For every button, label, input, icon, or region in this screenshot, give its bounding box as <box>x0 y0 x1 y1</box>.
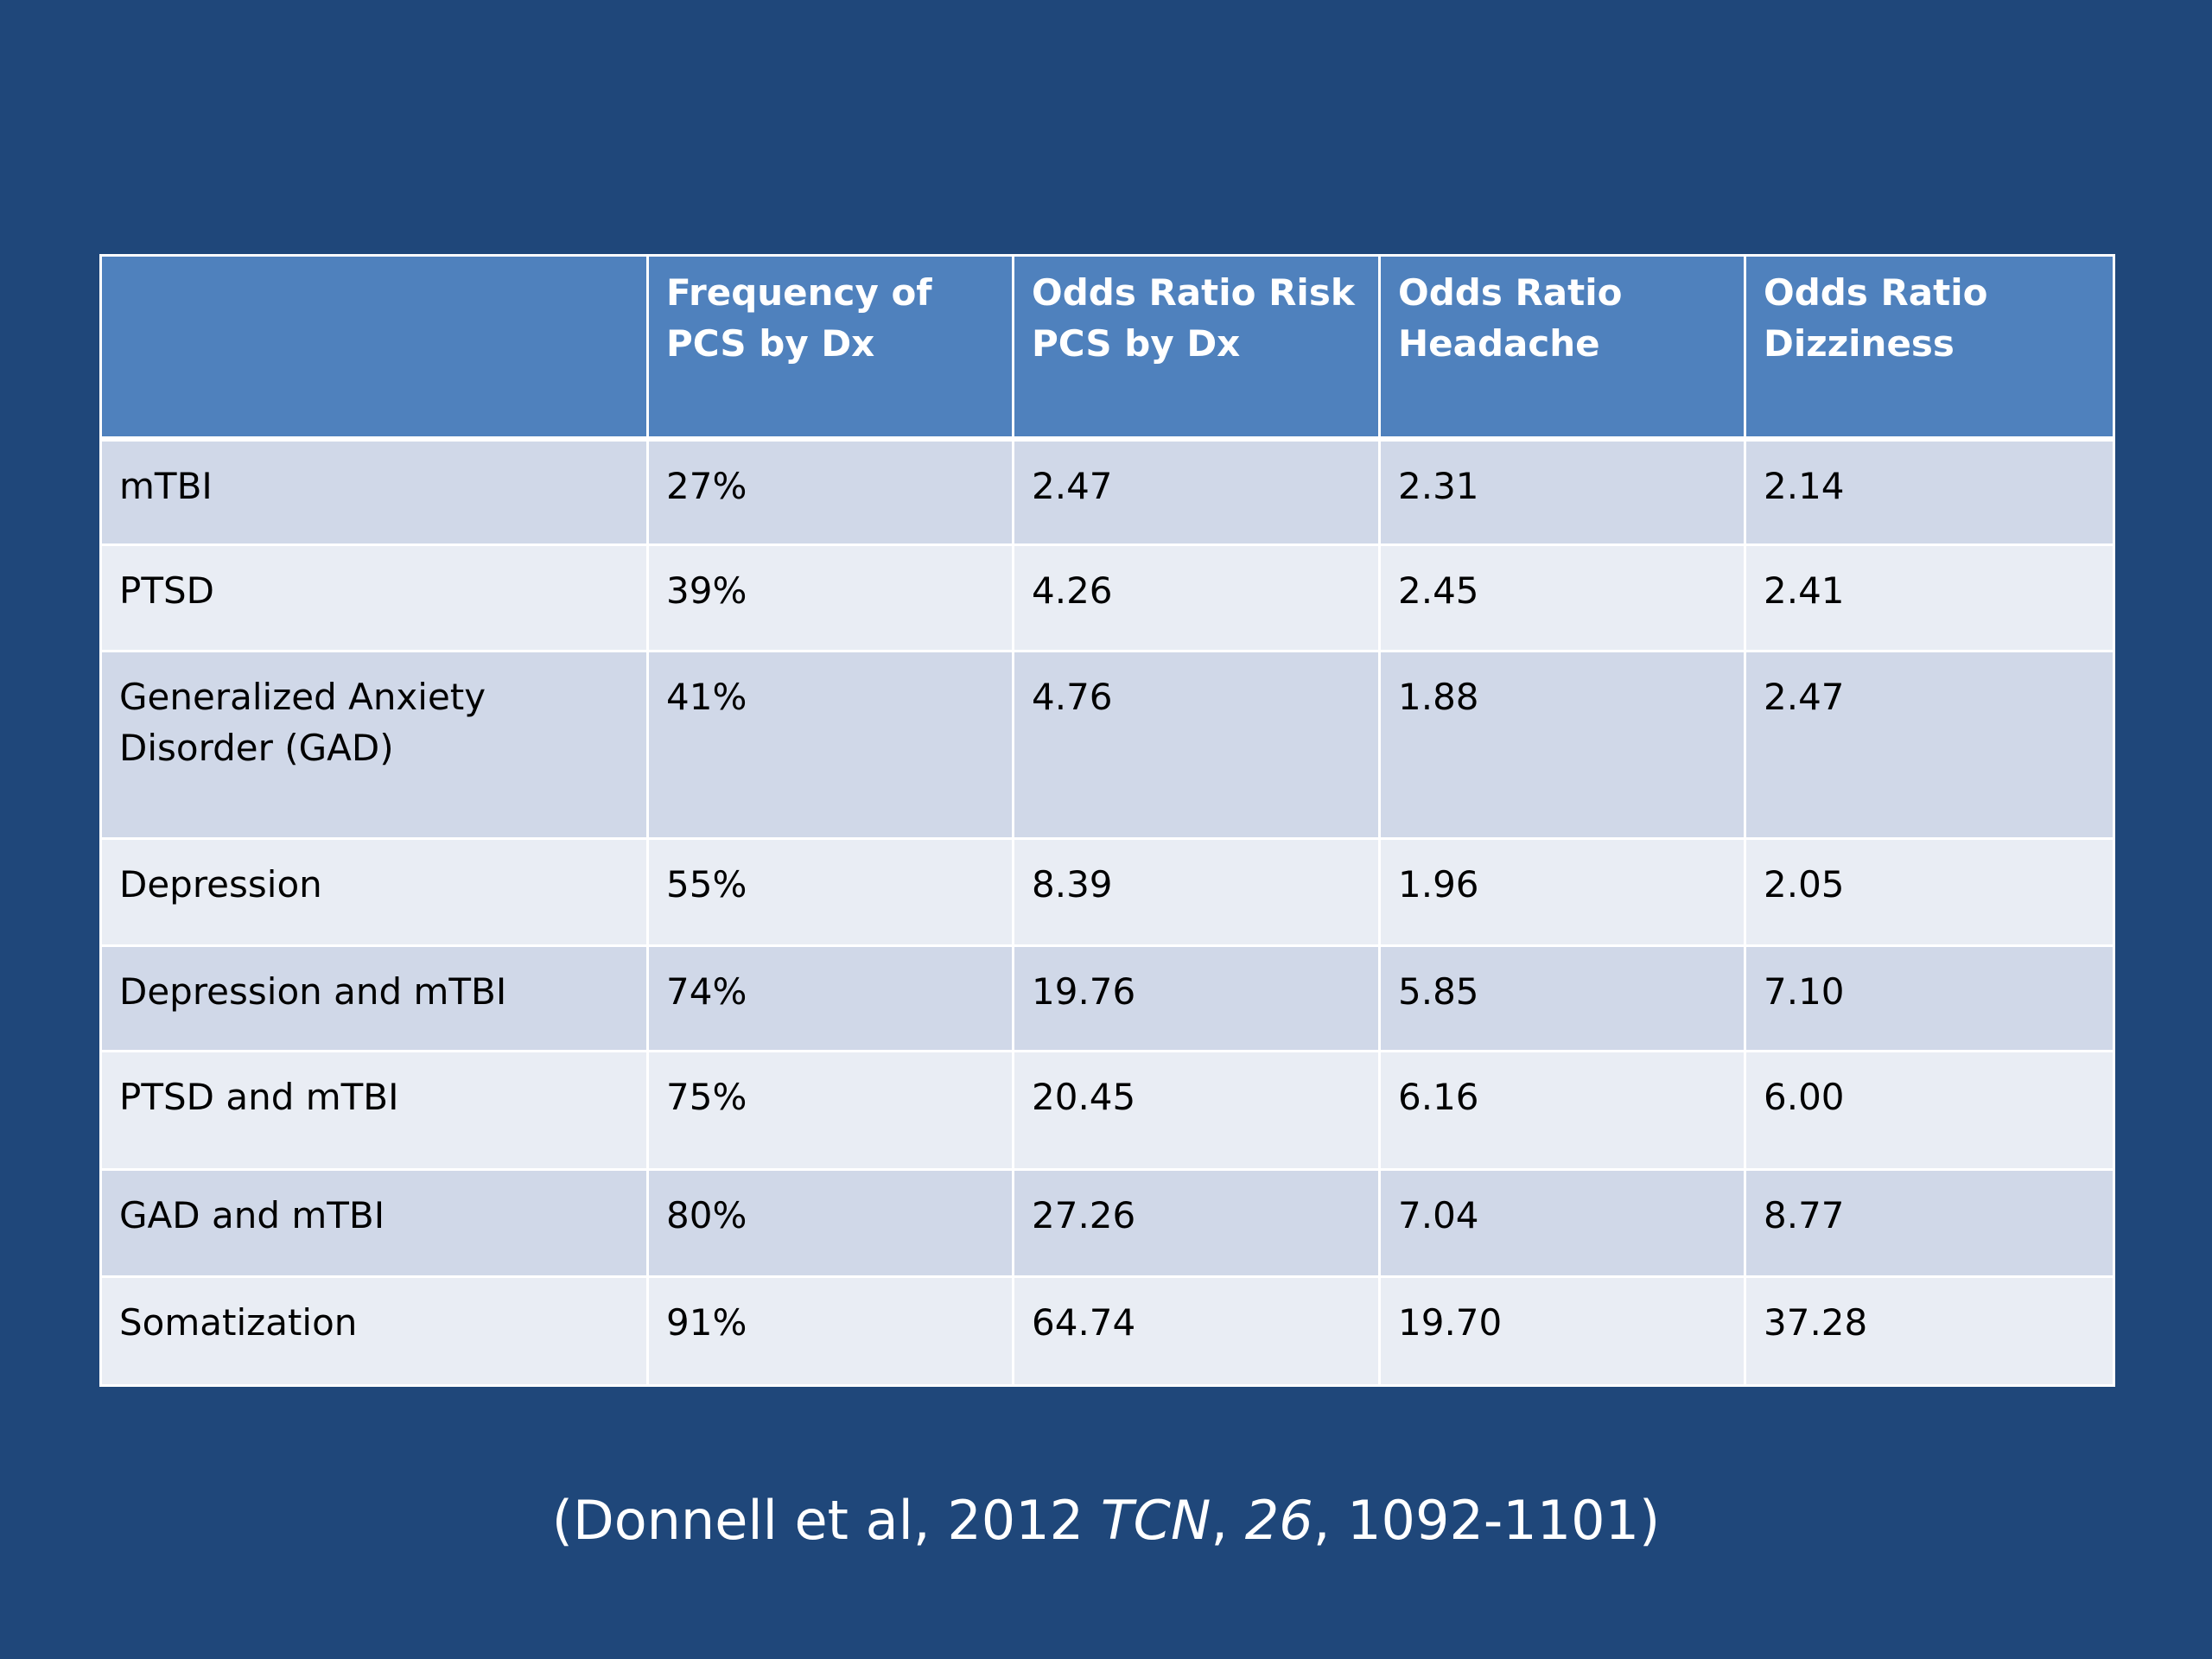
odds-ratio-pcs-cell: 27.26 <box>1012 1168 1381 1278</box>
diagnosis-cell: PTSD <box>99 543 649 652</box>
odds-ratio-pcs-cell: 2.47 <box>1012 437 1381 546</box>
table-row: GAD and mTBI 80% 27.26 7.04 8.77 <box>99 1168 2115 1278</box>
odds-ratio-dizziness-cell: 7.10 <box>1744 944 2115 1052</box>
citation-separator: , <box>1211 1489 1245 1552</box>
diagnosis-cell: mTBI <box>99 437 649 546</box>
frequency-cell: 75% <box>646 1050 1014 1171</box>
diagnosis-cell: Depression <box>99 837 649 947</box>
odds-ratio-dizziness-cell: 2.05 <box>1744 837 2115 947</box>
frequency-cell: 39% <box>646 543 1014 652</box>
data-table-container: Frequency of PCS by Dx Odds Ratio Risk P… <box>99 254 2115 1387</box>
frequency-cell: 91% <box>646 1275 1014 1387</box>
header-cell-odds-ratio-headache: Odds Ratio Headache <box>1378 254 1746 442</box>
odds-ratio-headache-cell: 1.96 <box>1378 837 1746 947</box>
odds-ratio-dizziness-cell: 2.47 <box>1744 650 2115 840</box>
odds-ratio-pcs-cell: 64.74 <box>1012 1275 1381 1387</box>
citation-journal: TCN <box>1100 1489 1211 1552</box>
odds-ratio-headache-cell: 7.04 <box>1378 1168 1746 1278</box>
odds-ratio-headache-cell: 5.85 <box>1378 944 1746 1052</box>
diagnosis-cell: Depression and mTBI <box>99 944 649 1052</box>
table-row: PTSD 39% 4.26 2.45 2.41 <box>99 543 2115 652</box>
odds-ratio-dizziness-cell: 2.41 <box>1744 543 2115 652</box>
table-row: PTSD and mTBI 75% 20.45 6.16 6.00 <box>99 1050 2115 1171</box>
diagnosis-cell: Generalized Anxiety Disorder (GAD) <box>99 650 649 840</box>
odds-ratio-dizziness-cell: 37.28 <box>1744 1275 2115 1387</box>
header-cell-odds-ratio-dizziness: Odds Ratio Dizziness <box>1744 254 2115 442</box>
odds-ratio-pcs-cell: 19.76 <box>1012 944 1381 1052</box>
odds-ratio-headache-cell: 1.88 <box>1378 650 1746 840</box>
odds-ratio-pcs-cell: 20.45 <box>1012 1050 1381 1171</box>
table-header-row: Frequency of PCS by Dx Odds Ratio Risk P… <box>99 254 2115 442</box>
odds-ratio-dizziness-cell: 2.14 <box>1744 437 2115 546</box>
header-cell-odds-ratio-pcs: Odds Ratio Risk PCS by Dx <box>1012 254 1381 442</box>
diagnosis-cell: Somatization <box>99 1275 649 1387</box>
diagnosis-cell: GAD and mTBI <box>99 1168 649 1278</box>
odds-ratio-dizziness-cell: 8.77 <box>1744 1168 2115 1278</box>
odds-ratio-dizziness-cell: 6.00 <box>1744 1050 2115 1171</box>
table-row: Generalized Anxiety Disorder (GAD) 41% 4… <box>99 650 2115 840</box>
table-row: Somatization 91% 64.74 19.70 37.28 <box>99 1275 2115 1387</box>
odds-ratio-pcs-cell: 4.26 <box>1012 543 1381 652</box>
table-row: Depression 55% 8.39 1.96 2.05 <box>99 837 2115 947</box>
diagnosis-cell: PTSD and mTBI <box>99 1050 649 1171</box>
odds-ratio-pcs-cell: 8.39 <box>1012 837 1381 947</box>
table-row: mTBI 27% 2.47 2.31 2.14 <box>99 437 2115 546</box>
table-row: Depression and mTBI 74% 19.76 5.85 7.10 <box>99 944 2115 1052</box>
frequency-cell: 55% <box>646 837 1014 947</box>
frequency-cell: 80% <box>646 1168 1014 1278</box>
odds-ratio-pcs-cell: 4.76 <box>1012 650 1381 840</box>
frequency-cell: 27% <box>646 437 1014 546</box>
header-cell-diagnosis <box>99 254 649 442</box>
odds-ratio-headache-cell: 2.45 <box>1378 543 1746 652</box>
odds-ratio-headache-cell: 2.31 <box>1378 437 1746 546</box>
frequency-cell: 41% <box>646 650 1014 840</box>
citation-authors-year: (Donnell et al, 2012 <box>551 1489 1101 1552</box>
odds-ratio-headache-cell: 6.16 <box>1378 1050 1746 1171</box>
citation-volume: 26 <box>1244 1489 1313 1552</box>
header-cell-frequency: Frequency of PCS by Dx <box>646 254 1014 442</box>
frequency-cell: 74% <box>646 944 1014 1052</box>
odds-ratio-headache-cell: 19.70 <box>1378 1275 1746 1387</box>
pcs-odds-ratio-table: Frequency of PCS by Dx Odds Ratio Risk P… <box>99 254 2115 1387</box>
citation: (Donnell et al, 2012 TCN, 26, 1092-1101) <box>0 1486 2212 1555</box>
citation-pages: , 1092-1101) <box>1313 1489 1661 1552</box>
